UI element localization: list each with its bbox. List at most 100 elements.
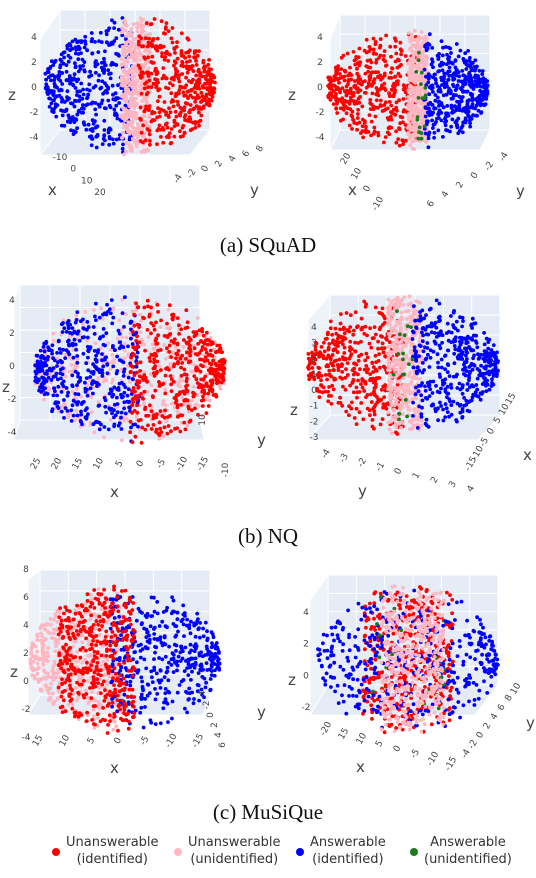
data-point <box>151 371 156 375</box>
data-point <box>73 320 78 325</box>
data-point <box>170 83 175 88</box>
data-point <box>420 330 424 335</box>
data-point <box>114 36 119 41</box>
data-point <box>326 399 331 404</box>
data-point <box>81 92 86 97</box>
data-point <box>101 364 106 369</box>
data-point <box>333 347 338 351</box>
data-point <box>159 135 163 139</box>
data-point <box>130 329 135 334</box>
data-point <box>86 335 90 340</box>
data-point <box>439 357 444 362</box>
data-point <box>358 367 362 372</box>
data-point <box>416 409 421 414</box>
data-point <box>217 359 222 364</box>
data-point <box>338 72 342 76</box>
data-point <box>387 350 392 354</box>
data-point <box>122 77 127 82</box>
data-point <box>414 99 419 104</box>
data-point <box>475 79 479 83</box>
data-point <box>411 111 416 115</box>
data-point <box>334 87 339 92</box>
data-point <box>439 39 444 44</box>
data-point <box>373 105 378 110</box>
data-point <box>109 380 114 385</box>
data-point <box>131 110 136 115</box>
data-point <box>408 143 413 148</box>
data-point <box>120 135 125 140</box>
data-point <box>132 47 137 52</box>
data-point <box>378 103 383 107</box>
data-point <box>196 412 200 417</box>
data-point <box>194 365 199 370</box>
data-point <box>51 393 56 398</box>
data-point <box>206 368 211 373</box>
data-point <box>368 107 373 111</box>
data-point <box>398 393 403 398</box>
data-point <box>52 107 56 112</box>
x-tick-label: 25 <box>29 457 43 472</box>
data-point <box>95 420 100 424</box>
data-point <box>125 60 130 64</box>
data-point <box>108 105 113 110</box>
data-point <box>126 88 131 93</box>
data-point <box>408 94 413 99</box>
y-tick-label: -2 <box>185 168 198 181</box>
data-point <box>51 366 56 370</box>
data-point <box>372 325 377 329</box>
data-point <box>367 341 372 346</box>
data-point <box>306 373 311 378</box>
data-point <box>355 127 359 132</box>
data-point <box>119 438 124 443</box>
data-point <box>142 131 147 136</box>
data-point <box>423 384 427 389</box>
data-point <box>126 122 131 127</box>
data-point <box>176 360 180 365</box>
data-point <box>438 64 442 68</box>
data-point <box>99 101 104 106</box>
data-point <box>307 377 312 382</box>
data-point <box>445 71 450 76</box>
data-point <box>411 76 416 80</box>
data-point <box>408 370 413 375</box>
data-point <box>423 131 428 136</box>
data-point <box>176 103 181 107</box>
data-point <box>473 73 478 78</box>
data-point <box>364 128 368 132</box>
data-point <box>83 42 88 46</box>
data-point <box>114 111 118 116</box>
data-point <box>135 350 140 355</box>
data-point <box>211 358 216 363</box>
data-point <box>146 66 151 71</box>
data-point <box>159 430 164 435</box>
data-point <box>368 372 373 376</box>
data-point <box>402 388 406 392</box>
data-point <box>60 330 65 334</box>
data-point <box>139 392 143 396</box>
x-tick-label: 10 <box>350 166 365 181</box>
data-point <box>328 357 333 362</box>
data-point <box>104 410 108 415</box>
data-point <box>116 328 121 333</box>
data-point <box>449 51 453 55</box>
data-point <box>387 333 392 338</box>
data-point <box>435 116 439 121</box>
data-point <box>401 399 405 403</box>
data-point <box>130 41 135 45</box>
y-tick-label: -2 <box>483 160 496 173</box>
data-point <box>104 32 109 37</box>
data-point <box>358 88 363 93</box>
data-point <box>431 90 435 94</box>
data-point <box>83 39 87 44</box>
data-point <box>148 403 152 408</box>
data-point <box>141 71 146 76</box>
data-point <box>406 31 411 35</box>
data-point <box>127 44 132 49</box>
data-point <box>362 119 367 123</box>
data-point <box>206 353 211 357</box>
data-point <box>87 74 91 79</box>
data-point <box>133 51 138 55</box>
data-point <box>187 359 191 364</box>
data-point <box>145 147 150 152</box>
data-point <box>445 410 450 414</box>
